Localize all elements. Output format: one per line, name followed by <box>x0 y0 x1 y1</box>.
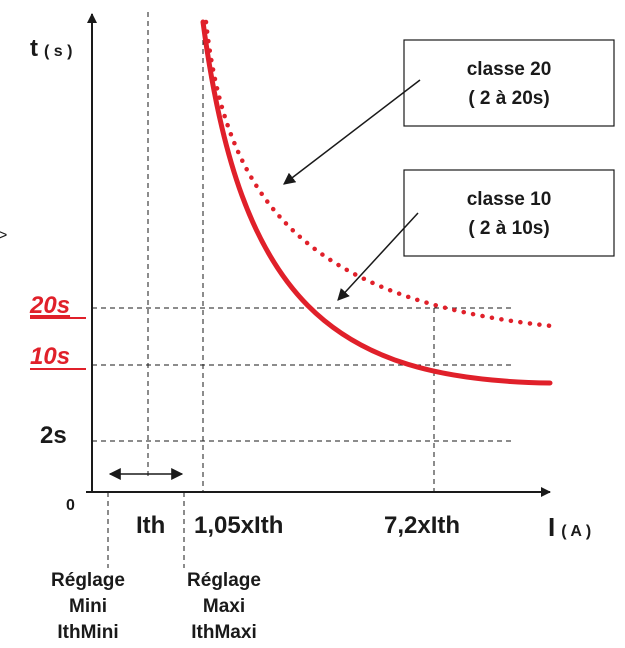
y-tick-20s: 20s <box>29 292 70 319</box>
y-axis-label: t( s ) <box>30 35 72 62</box>
class20-range: ( 2 à 20s) <box>468 88 549 109</box>
class10-curve <box>200 19 553 386</box>
mini-setting-line2: Mini <box>69 596 107 617</box>
y-tick-10s: 10s <box>30 343 70 370</box>
class10-label: classe 10 <box>467 189 552 210</box>
x-axis-label: I( A ) <box>548 512 591 542</box>
mini-setting-line3: IthMini <box>57 622 118 643</box>
class20-curve <box>203 19 555 329</box>
maxi-setting-line3: IthMaxi <box>191 622 256 643</box>
class20-callout-box <box>403 39 615 127</box>
class20-label: classe 20 <box>467 59 552 80</box>
class10-callout-box <box>403 169 615 257</box>
x-tick-ith: Ith <box>136 512 165 539</box>
class10-pointer <box>337 212 419 301</box>
maxi-setting-line2: Maxi <box>203 596 245 617</box>
x-tick-72ith: 7,2xIth <box>384 512 460 539</box>
x-tick-105ith: 1,05xIth <box>194 512 283 539</box>
mini-setting-line1: Réglage <box>51 570 125 591</box>
maxi-setting-line1: Réglage <box>187 570 261 591</box>
y-tick-2s: 2s <box>40 422 67 449</box>
class10-range: ( 2 à 10s) <box>468 218 549 239</box>
origin-label: 0 <box>66 497 75 514</box>
edge-mark: > <box>0 227 7 244</box>
class20-pointer <box>283 79 421 185</box>
